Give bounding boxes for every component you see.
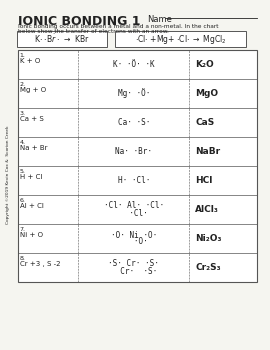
Text: MgO: MgO [195, 89, 218, 98]
Text: K + O: K + O [20, 58, 40, 64]
Text: NaBr: NaBr [195, 147, 220, 156]
Text: K₂O: K₂O [195, 60, 214, 69]
Text: ·O· Ni ·O·: ·O· Ni ·O· [111, 231, 157, 239]
FancyBboxPatch shape [115, 31, 246, 47]
Text: Na· ·Br·: Na· ·Br· [115, 147, 152, 156]
Bar [18, 50, 257, 282]
Text: H + Cl: H + Cl [20, 174, 42, 180]
Text: Cr +3 , S -2: Cr +3 , S -2 [20, 261, 60, 267]
Text: Ionic bonding occurs between a metal and a non-metal. In the chart: Ionic bonding occurs between a metal and… [18, 24, 218, 29]
Text: IONIC BONDING 1: IONIC BONDING 1 [18, 15, 140, 28]
Text: ·S· Cr· ·S·: ·S· Cr· ·S· [109, 259, 159, 268]
Text: 2.: 2. [20, 82, 26, 87]
Text: Mg + O: Mg + O [20, 87, 46, 93]
Text: 8.: 8. [20, 256, 25, 261]
Text: Copyright ©2019 Kevin Cox &  Scorion Creek: Copyright ©2019 Kevin Cox & Scorion Cree… [6, 126, 10, 224]
FancyBboxPatch shape [17, 31, 107, 47]
Text: Ni + O: Ni + O [20, 232, 43, 238]
Text: H· ·Cl·: H· ·Cl· [118, 176, 150, 185]
Text: K· ·Ö· ·K: K· ·Ö· ·K [113, 60, 155, 69]
Text: 4.: 4. [20, 140, 26, 145]
Text: CaS: CaS [195, 118, 214, 127]
Text: 1.: 1. [20, 53, 25, 58]
Text: ·O·: ·O· [120, 238, 148, 246]
Text: 7.: 7. [20, 227, 26, 232]
Text: AlCl₃: AlCl₃ [195, 205, 219, 214]
Text: Ca + S: Ca + S [20, 116, 43, 122]
Text: ·Cl·: ·Cl· [120, 209, 148, 217]
Text: Name: Name [147, 15, 172, 24]
Text: 6.: 6. [20, 198, 25, 203]
Text: 3.: 3. [20, 111, 26, 116]
Text: K$\cdot$ $\cdot$B$\dot{r}\cdot$ $\rightarrow$ KBr: K$\cdot$ $\cdot$B$\dot{r}\cdot$ $\righta… [34, 33, 90, 46]
Text: below show the transfer of electrons with an arrow.: below show the transfer of electrons wit… [18, 29, 168, 34]
Text: Mg· ·Ö·: Mg· ·Ö· [118, 89, 150, 98]
Text: ·Cl· Al· ·Cl·: ·Cl· Al· ·Cl· [104, 202, 164, 210]
Text: Na + Br: Na + Br [20, 145, 47, 151]
Text: Al + Cl: Al + Cl [20, 203, 43, 209]
Text: Ca· ·S·: Ca· ·S· [118, 118, 150, 127]
Text: Cr₂S₃: Cr₂S₃ [195, 263, 221, 272]
Text: Cr·  ·S·: Cr· ·S· [111, 266, 157, 275]
Text: Ni₂O₃: Ni₂O₃ [195, 234, 222, 243]
Text: HCl: HCl [195, 176, 212, 185]
Text: $\cdot$Cl$\cdot$ +Mg+ $\cdot$Cl$\cdot$ $\rightarrow$ MgCl$_2$: $\cdot$Cl$\cdot$ +Mg+ $\cdot$Cl$\cdot$ $… [135, 33, 226, 46]
Text: 5.: 5. [20, 169, 25, 174]
